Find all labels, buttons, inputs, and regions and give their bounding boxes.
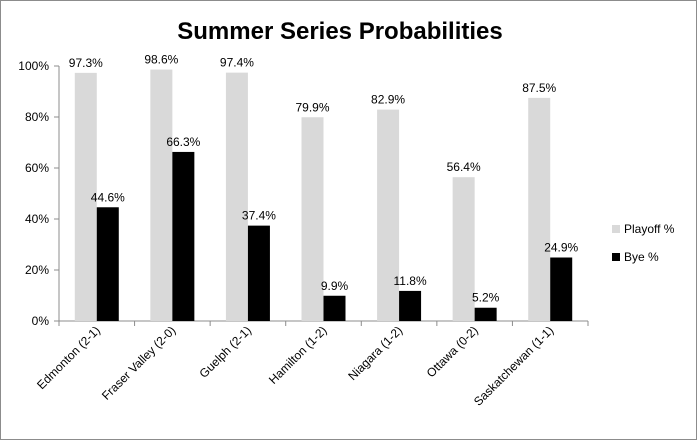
bar-bye bbox=[399, 290, 422, 321]
data-label-bye: 66.3% bbox=[166, 135, 200, 149]
legend-label: Playoff % bbox=[624, 222, 675, 236]
data-label-playoff: 56.4% bbox=[447, 160, 481, 174]
bar-bye bbox=[96, 207, 119, 321]
bar-bye bbox=[172, 151, 195, 321]
x-tick-label: Hamilton (1-2) bbox=[266, 323, 330, 387]
y-tick-label: 0% bbox=[32, 314, 50, 328]
bar-bye bbox=[550, 257, 573, 321]
bar-playoff bbox=[74, 72, 97, 321]
bar-playoff bbox=[301, 117, 324, 321]
data-label-playoff: 97.3% bbox=[69, 56, 103, 70]
bar-bye bbox=[323, 295, 346, 321]
x-tick-label: Fraser Valley (2-0) bbox=[99, 323, 179, 403]
x-tick-label: Edmonton (2-1) bbox=[34, 323, 103, 392]
y-tick-label: 100% bbox=[18, 59, 49, 73]
x-tick-label: Niagara (1-2) bbox=[345, 323, 405, 383]
data-labels-group: 97.3% 98.6% 97.4% 79.9% 82.9% 56.4% 87.5% 44.6%… bbox=[69, 53, 579, 305]
data-label-bye: 44.6% bbox=[91, 190, 125, 204]
x-tick-label: Saskatchewan (1-1) bbox=[471, 323, 556, 408]
data-label-bye: 9.9% bbox=[321, 279, 349, 293]
data-label-playoff: 97.4% bbox=[220, 56, 254, 70]
legend-label: Bye % bbox=[624, 250, 659, 264]
bar-bye bbox=[247, 225, 270, 321]
bar-playoff bbox=[225, 72, 248, 321]
data-label-bye: 37.4% bbox=[242, 209, 276, 223]
bar-playoff bbox=[377, 109, 400, 321]
y-tick-label: 80% bbox=[25, 110, 49, 124]
bar-bye bbox=[474, 307, 497, 321]
bars-group bbox=[74, 69, 573, 321]
data-label-bye: 11.8% bbox=[394, 274, 427, 288]
y-tick-label: 40% bbox=[25, 212, 49, 226]
data-label-playoff: 87.5% bbox=[522, 81, 556, 95]
y-tick-label: 20% bbox=[25, 263, 49, 277]
bar-playoff bbox=[528, 97, 551, 321]
data-label-playoff: 98.6% bbox=[144, 53, 178, 67]
x-tick-label: Ottawa (0-2) bbox=[424, 323, 481, 380]
legend: Playoff % Bye % bbox=[612, 222, 675, 264]
x-axis: Edmonton (2-1)Fraser Valley (2-0) Guelph … bbox=[34, 320, 589, 409]
y-axis: 0% 20% 40% 60% 80% 100% bbox=[18, 59, 60, 328]
data-label-bye: 24.9% bbox=[544, 241, 578, 255]
legend-swatch bbox=[612, 253, 620, 261]
bar-playoff bbox=[150, 69, 173, 321]
legend-swatch bbox=[612, 225, 620, 233]
y-tick-label: 60% bbox=[25, 161, 49, 175]
x-tick-label: Guelph (2-1) bbox=[197, 323, 255, 381]
data-label-bye: 5.2% bbox=[472, 291, 500, 305]
data-label-playoff: 79.9% bbox=[295, 100, 329, 114]
data-label-playoff: 82.9% bbox=[371, 93, 405, 107]
chart-title: Summer Series Probabilities bbox=[177, 18, 502, 45]
bar-playoff bbox=[452, 177, 475, 321]
